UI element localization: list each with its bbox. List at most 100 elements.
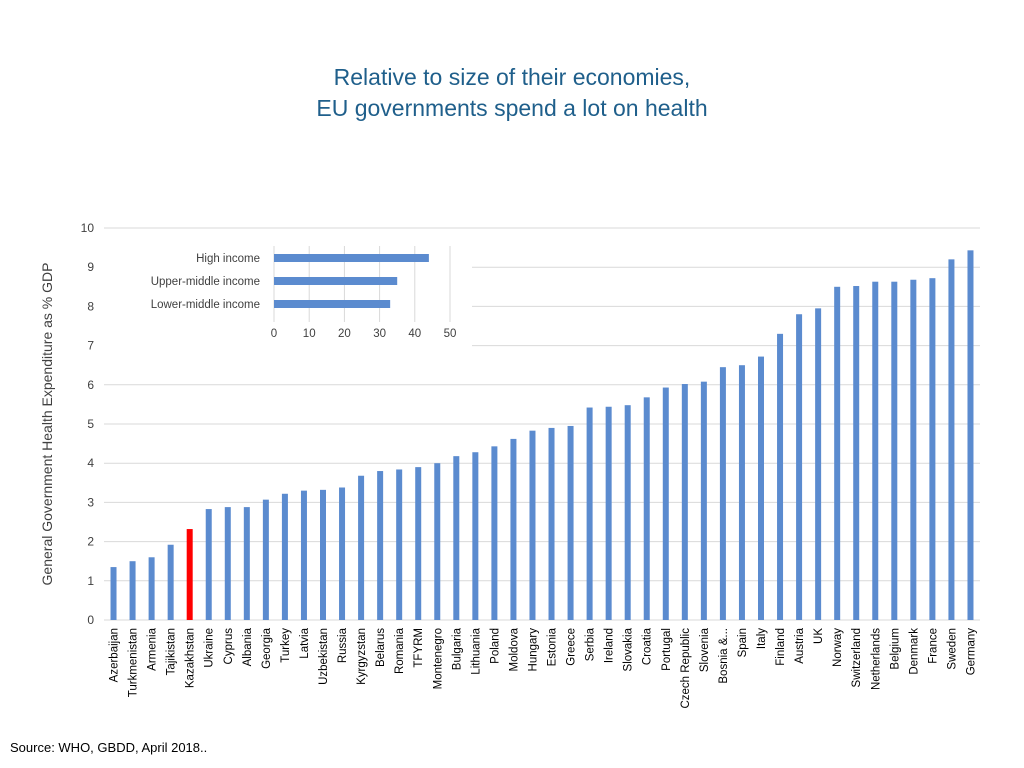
bar-cyprus bbox=[224, 507, 231, 620]
x-tick-label: Norway bbox=[832, 628, 844, 667]
bar-uk bbox=[815, 308, 822, 620]
bar-ukraine bbox=[205, 509, 212, 620]
x-tick-label: Ukraine bbox=[204, 628, 216, 668]
bar-switzerland bbox=[853, 286, 860, 620]
x-tick-label: France bbox=[927, 628, 939, 664]
y-tick-label: 0 bbox=[87, 613, 94, 627]
x-tick-label: Croatia bbox=[642, 627, 654, 665]
inset-x-tick-label: 50 bbox=[444, 328, 457, 340]
bar-lithuania bbox=[472, 452, 479, 620]
bar-moldova bbox=[510, 438, 517, 620]
bar-tajikistan bbox=[167, 544, 174, 620]
y-tick-label: 1 bbox=[87, 574, 94, 588]
bar-poland bbox=[491, 446, 498, 620]
source-note: Source: WHO, GBDD, April 2018.. bbox=[10, 740, 208, 755]
inset-x-tick-label: 20 bbox=[338, 328, 351, 340]
x-tick-label: Finland bbox=[775, 628, 787, 666]
x-tick-label: Austria bbox=[794, 627, 806, 663]
y-tick-label: 7 bbox=[87, 339, 94, 353]
x-tick-label: Germany bbox=[965, 628, 977, 676]
x-tick-label: Belgium bbox=[889, 628, 901, 670]
bar-france bbox=[929, 278, 936, 620]
x-tick-label: Czech Republic bbox=[680, 628, 692, 709]
y-tick-label: 8 bbox=[87, 299, 94, 313]
inset-category-label: Upper-middle income bbox=[151, 276, 260, 288]
x-tick-label: Kyrgyzstan bbox=[356, 628, 368, 685]
x-tick-label: Armenia bbox=[147, 627, 159, 670]
bar-uzbekistan bbox=[320, 489, 326, 620]
bar-estonia bbox=[548, 427, 555, 620]
y-tick-label: 10 bbox=[81, 221, 95, 235]
bar-montenegro bbox=[434, 463, 441, 620]
y-tick-label: 5 bbox=[87, 417, 94, 431]
chart-title-line-2: EU governments spend a lot on health bbox=[316, 95, 708, 121]
inset-bar-lower-middle-income bbox=[274, 300, 391, 308]
x-tick-label: UK bbox=[813, 628, 825, 644]
bar-hungary bbox=[529, 430, 536, 620]
x-tick-label: Portugal bbox=[661, 628, 673, 671]
y-tick-label: 6 bbox=[87, 378, 94, 392]
x-tick-label: Romania bbox=[394, 627, 406, 674]
bar-kyrgyzstan bbox=[358, 475, 365, 620]
x-tick-label: Estonia bbox=[547, 627, 559, 666]
bar-norway bbox=[834, 286, 841, 620]
bar-romania bbox=[396, 469, 403, 620]
x-tick-label: Serbia bbox=[585, 627, 597, 661]
x-tick-label: Belarus bbox=[375, 628, 387, 667]
bar-italy bbox=[758, 356, 764, 620]
bar-latvia bbox=[300, 490, 307, 620]
bar-belarus bbox=[377, 471, 384, 620]
x-tick-label: Lithuania bbox=[470, 627, 482, 674]
inset-x-tick-label: 30 bbox=[373, 328, 386, 340]
x-tick-label: Slovakia bbox=[623, 627, 635, 671]
y-tick-label: 9 bbox=[87, 260, 94, 274]
x-tick-label: Tajikistan bbox=[166, 628, 178, 675]
bar-belgium bbox=[891, 281, 898, 620]
inset-category-label: Lower-middle income bbox=[151, 299, 260, 311]
x-tick-label: Latvia bbox=[299, 627, 311, 658]
x-tick-label: Montenegro bbox=[432, 628, 444, 689]
x-tick-label: Turkey bbox=[280, 628, 292, 663]
bar-armenia bbox=[148, 557, 155, 620]
x-tick-label: Poland bbox=[489, 628, 501, 664]
bar-albania bbox=[243, 507, 250, 620]
x-tick-label: Ireland bbox=[604, 628, 616, 663]
x-tick-label: Spain bbox=[737, 628, 749, 657]
y-tick-label: 2 bbox=[87, 535, 94, 549]
x-tick-label: Switzerland bbox=[851, 628, 863, 687]
bar-portugal bbox=[662, 387, 669, 620]
bar-slovakia bbox=[624, 405, 631, 620]
inset-bar-upper-middle-income bbox=[274, 277, 398, 285]
x-tick-label: Sweden bbox=[946, 628, 958, 670]
y-tick-label: 4 bbox=[87, 456, 94, 470]
bar-georgia bbox=[262, 499, 269, 620]
x-tick-label: Bulgaria bbox=[451, 627, 463, 670]
inset-x-tick-label: 0 bbox=[271, 328, 277, 340]
x-tick-label: Cyprus bbox=[223, 628, 235, 665]
inset-bar-high-income bbox=[274, 254, 429, 262]
bar-bulgaria bbox=[453, 456, 460, 620]
bar-czech-republic bbox=[681, 384, 688, 620]
x-tick-label: Uzbekistan bbox=[318, 628, 330, 685]
inset-category-label: High income bbox=[196, 253, 260, 265]
bar-greece bbox=[567, 425, 574, 620]
bar-russia bbox=[339, 487, 346, 620]
bar-denmark bbox=[910, 279, 917, 620]
bar-croatia bbox=[643, 397, 650, 620]
x-tick-label: Denmark bbox=[908, 628, 920, 675]
x-tick-label: Moldova bbox=[508, 627, 520, 671]
bar-serbia bbox=[586, 407, 593, 620]
x-tick-label: Albania bbox=[242, 627, 254, 666]
bar-turkey bbox=[281, 493, 288, 620]
x-tick-label: Netherlands bbox=[870, 628, 882, 690]
chart-title: Relative to size of their economies, EU … bbox=[0, 62, 1024, 124]
bar-kazakhstan bbox=[186, 529, 193, 620]
x-tick-label: Georgia bbox=[261, 627, 273, 669]
y-axis-label: General Government Health Expenditure as… bbox=[39, 263, 55, 586]
bar-sweden bbox=[948, 259, 955, 620]
x-tick-label: Bosnia &... bbox=[718, 628, 730, 684]
x-tick-label: Hungary bbox=[527, 628, 539, 672]
bar-slovenia bbox=[700, 381, 707, 620]
bar-germany bbox=[967, 250, 974, 620]
